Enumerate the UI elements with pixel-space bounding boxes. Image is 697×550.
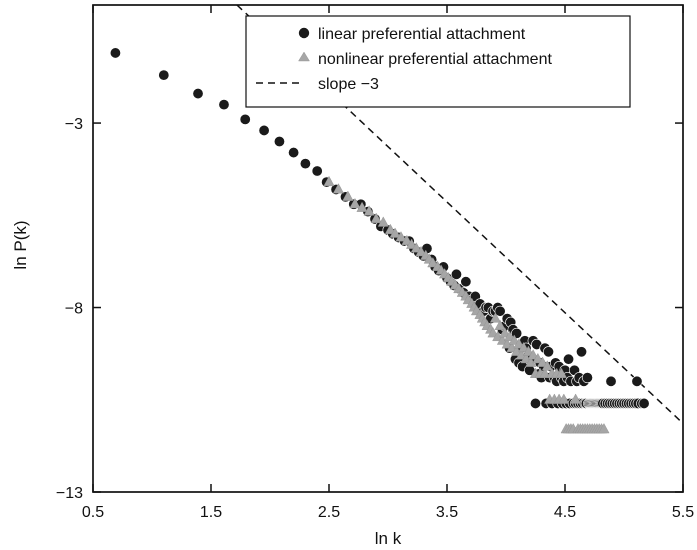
nonlinear-point-10 (389, 227, 401, 238)
nonlinear-point-72 (570, 393, 582, 404)
legend-nonlinear-label: nonlinear preferential attachment (318, 51, 552, 68)
linear-point-69 (529, 397, 541, 409)
nonlinear-point-67 (558, 393, 570, 404)
nonlinear-point-8 (377, 216, 389, 227)
linear-point-51 (494, 305, 506, 317)
nonlinear-point-40 (494, 319, 506, 330)
legend-box (245, 15, 631, 108)
legend-linear-label: linear preferential attachment (318, 26, 526, 43)
nonlinear-point-1 (323, 175, 335, 187)
x-tick-label-3: 2.5 (318, 504, 340, 521)
linear-point-5 (239, 113, 251, 125)
linear-point-9 (299, 158, 311, 170)
linear-point-138 (605, 375, 617, 387)
nonlinear-point-66 (555, 367, 568, 378)
y-tick-label-3: −13 (56, 485, 83, 502)
nonlinear-point-4 (349, 198, 361, 209)
linear-point-4 (218, 99, 230, 111)
x-tick-label-5: 4.5 (554, 504, 576, 521)
linear-point-35 (450, 268, 462, 280)
linear-point-6 (258, 124, 270, 136)
nonlinear-point-38 (489, 312, 501, 323)
nonlinear-point-11 (395, 231, 407, 242)
linear-point-8 (288, 147, 300, 159)
linear-point-38 (460, 276, 472, 288)
linear-point-7 (273, 136, 285, 148)
tick-layer: 0.5 1.5 2.5 3.5 4.5 5.5 −3 −8 −13 (56, 5, 694, 521)
linear-point-1 (109, 47, 121, 59)
y-tick-label-1: −3 (65, 116, 83, 133)
x-tick-label-4: 3.5 (436, 504, 458, 521)
nonlinear-point-7 (370, 212, 382, 223)
linear-point-10 (311, 165, 323, 177)
legend: linear preferential attachment nonlinear … (245, 15, 631, 108)
linear-point-92 (563, 353, 575, 365)
nonlinear-point-6 (363, 205, 375, 216)
x-tick-label-2: 1.5 (200, 504, 222, 521)
linear-point-2 (158, 69, 170, 81)
nonlinear-point-59 (539, 367, 551, 378)
nonlinear-point-2 (332, 183, 344, 194)
linear-point-77 (542, 346, 554, 358)
legend-nonlinear-marker (298, 51, 310, 62)
nonlinear-point-3 (342, 190, 354, 201)
linear-point-102 (576, 346, 588, 358)
data-points-layer (109, 47, 650, 434)
nonlinear-point-60 (541, 360, 553, 371)
linear-point-139 (631, 375, 643, 387)
linear-point-107 (581, 372, 593, 384)
linear-point-3 (192, 88, 204, 100)
plot-area-frame (92, 4, 684, 493)
legend-linear-marker (298, 27, 310, 39)
x-tick-label-6: 5.5 (672, 504, 694, 521)
y-axis-label: ln P(k) (11, 220, 30, 269)
linear-point-137 (638, 397, 650, 409)
y-tick-label-2: −8 (65, 301, 83, 318)
x-tick-label-1: 0.5 (82, 504, 104, 521)
legend-slope-label: slope −3 (318, 76, 379, 93)
nonlinear-point-5 (356, 201, 368, 212)
nonlinear-point-84 (598, 423, 610, 434)
x-axis-label: ln k (375, 529, 402, 548)
